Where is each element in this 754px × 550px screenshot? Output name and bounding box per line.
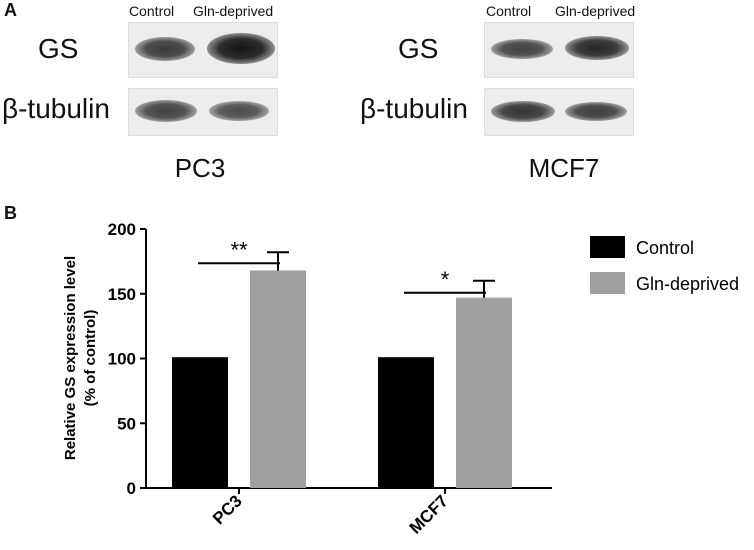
pc3-tubulin-blot [128,88,278,136]
pc3-tubulin-band-gln [209,101,269,121]
x-tick-label-mcf7: MCF7 [406,491,452,537]
pc3-tubulin-label: β-tubulin [2,93,110,124]
y-tick-label: 150 [108,285,136,304]
y-tick-label: 100 [108,350,136,369]
pc3-lane-label-gln: Gln-deprived [193,3,274,19]
legend-label-0: Control [636,238,694,258]
bar-pc3-0 [172,357,228,488]
legend-label-1: Gln-deprived [636,274,739,294]
pc3-tubulin-band-control [135,100,197,122]
significance-stars: ** [230,237,248,262]
mcf7-tubulin-band-gln [565,102,627,121]
mcf7-gs-blot [484,22,634,78]
y-axis-label-line2: (% of control) [82,310,99,407]
x-tick-label-pc3: PC3 [209,491,246,528]
y-tick-label: 0 [127,479,136,498]
pc3-gs-blot [128,22,278,78]
y-tick-label: 200 [108,220,136,239]
bar-pc3-1 [250,270,306,488]
legend-swatch-0 [590,236,625,258]
legend-swatch-1 [590,272,625,294]
mcf7-lane-label-control: Control [486,3,532,19]
bar-mcf7-1 [456,297,512,488]
panel-b-letter: B [4,203,17,223]
pc3-lane-label-control: Control [129,3,175,19]
y-axis-label-line1: Relative GS expression level [62,256,79,460]
pc3-gs-band-gln [207,33,275,64]
mcf7-gs-band-control [491,39,553,59]
significance-stars: * [441,267,450,292]
mcf7-gs-band-gln [565,36,629,60]
pc3-gs-label: GS [38,33,79,64]
mcf7-tubulin-label: β-tubulin [360,93,468,124]
mcf7-lane-label-gln: Gln-deprived [555,3,636,19]
mcf7-tubulin-band-control [491,101,555,122]
panel-a-letter: A [4,0,17,20]
mcf7-gs-label: GS [398,33,439,64]
pc3-gs-band-control [135,37,195,61]
bar-mcf7-0 [378,357,434,488]
y-tick-label: 50 [117,414,136,433]
mcf7-cell-label: MCF7 [528,153,600,183]
pc3-cell-label: PC3 [174,153,226,183]
mcf7-tubulin-blot [484,88,634,136]
